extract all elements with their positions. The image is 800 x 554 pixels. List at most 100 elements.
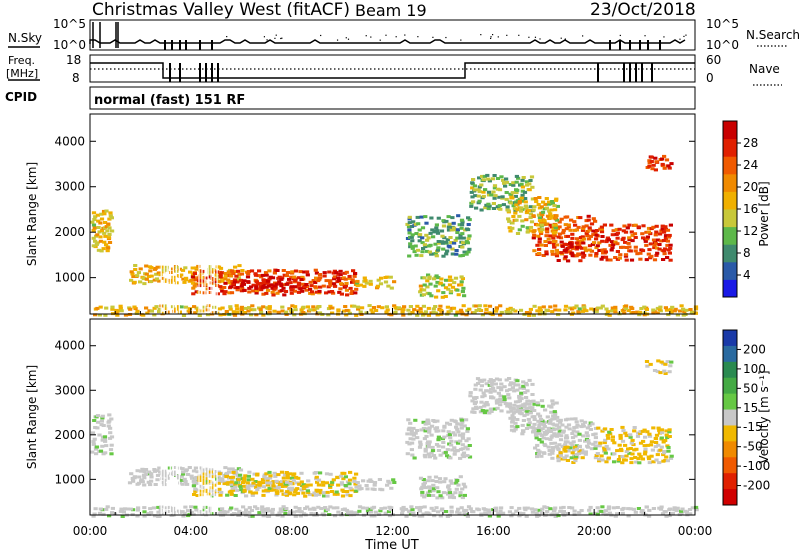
- power-cell: [318, 276, 323, 280]
- power-cell: [94, 242, 99, 246]
- velocity-cell: [274, 493, 279, 497]
- power-cell: [287, 277, 292, 281]
- velocity-cell: [559, 506, 564, 510]
- velocity-cell: [630, 452, 635, 456]
- power-cell: [587, 244, 593, 248]
- velocity-cell: [525, 399, 530, 403]
- velocity-cell: [357, 505, 363, 509]
- velocity-cell: [234, 481, 239, 485]
- power-cell: [533, 197, 538, 200]
- velocity-cell: [93, 426, 98, 429]
- velocity-cell: [204, 505, 209, 509]
- nsearch-dot: [619, 34, 621, 37]
- velocity-cell: [369, 514, 374, 518]
- velocity-cell: [110, 511, 115, 515]
- velocity-cell: [194, 480, 199, 483]
- velocity-cell: [109, 452, 114, 456]
- power-cell: [668, 243, 673, 247]
- power-cell: [587, 228, 592, 232]
- power-cell: [223, 277, 228, 281]
- power-cell: [181, 277, 186, 281]
- velocity-cell: [610, 435, 615, 439]
- velocity-cell: [554, 423, 560, 427]
- velocity-cell: [518, 386, 523, 390]
- power-cell: [437, 241, 442, 245]
- velocity-cell: [354, 472, 359, 476]
- power-cell: [254, 313, 259, 317]
- velocity-cell: [531, 426, 536, 430]
- velocity-cell: [670, 512, 675, 515]
- velocity-cell: [200, 486, 206, 490]
- velocity-cell: [427, 430, 432, 434]
- power-cell: [632, 232, 638, 236]
- power-cell: [364, 281, 369, 285]
- power-cell: [164, 268, 169, 272]
- power-cell: [591, 217, 596, 221]
- freq-panel: Freq. [MHz] 18 8 60 0 Nave: [6, 53, 782, 86]
- velocity-cell: [539, 454, 544, 458]
- velocity-cell: [338, 474, 344, 478]
- power-cell: [565, 215, 570, 219]
- power-cell: [424, 249, 430, 253]
- velocity-cell: [249, 509, 254, 512]
- power-cell: [246, 309, 251, 313]
- power-cell: [172, 309, 177, 313]
- power-cell: [352, 304, 357, 308]
- power-cell: [453, 238, 458, 242]
- power-cell: [149, 266, 154, 269]
- velocity-cell: [313, 512, 318, 516]
- velocity-cell: [228, 508, 233, 512]
- power-cell: [600, 235, 605, 238]
- velocity-cell: [526, 423, 531, 427]
- velocity-cell: [556, 448, 561, 451]
- power-cell: [407, 231, 412, 235]
- velocity-cell: [478, 388, 483, 392]
- power-cell: [609, 240, 615, 244]
- velocity-cell: [301, 491, 306, 495]
- freq-left-tick-top: 18: [66, 53, 81, 67]
- velocity-cell: [313, 471, 319, 474]
- power-cell: [457, 223, 462, 227]
- power-cell: [429, 216, 434, 220]
- power-cell: [528, 205, 533, 209]
- data-gap-stripe: [198, 319, 200, 515]
- power-cell: [261, 313, 266, 317]
- power-cell: [428, 282, 433, 286]
- velocity-cell: [292, 472, 297, 476]
- power-cell: [324, 279, 329, 283]
- power-cell: [347, 276, 352, 280]
- velocity-cell: [574, 447, 579, 451]
- velocity-cell: [468, 394, 473, 398]
- power-cell: [564, 227, 569, 231]
- power-cell: [663, 234, 669, 238]
- velocity-cell: [455, 422, 460, 426]
- power-cell: [476, 201, 481, 205]
- power-cell: [408, 242, 413, 246]
- power-cell: [256, 282, 261, 286]
- power-cell: [642, 305, 647, 309]
- velocity-cell: [105, 505, 110, 509]
- data-gap-stripe: [178, 319, 180, 515]
- power-cell: [299, 308, 304, 312]
- velocity-cell: [355, 511, 360, 515]
- velocity-cell: [543, 420, 548, 424]
- velocity-cell: [532, 418, 537, 421]
- velocity-cell: [427, 489, 433, 493]
- velocity-cell: [172, 466, 177, 469]
- power-cell: [145, 311, 150, 315]
- power-cell: [553, 216, 558, 220]
- power-cell: [102, 231, 107, 235]
- velocity-cell: [285, 490, 290, 494]
- power-cell: [203, 283, 208, 287]
- velocity-ytick-label: 2000: [54, 428, 85, 442]
- velocity-cell: [420, 490, 425, 494]
- power-cell: [669, 162, 674, 166]
- velocity-cell: [521, 429, 526, 433]
- power-cell: [251, 283, 256, 287]
- power-cell: [595, 244, 600, 248]
- power-cell: [604, 307, 609, 311]
- power-cell: [183, 305, 189, 309]
- power-cell: [554, 197, 559, 201]
- data-gap-stripe: [204, 114, 206, 314]
- power-cell: [653, 168, 658, 172]
